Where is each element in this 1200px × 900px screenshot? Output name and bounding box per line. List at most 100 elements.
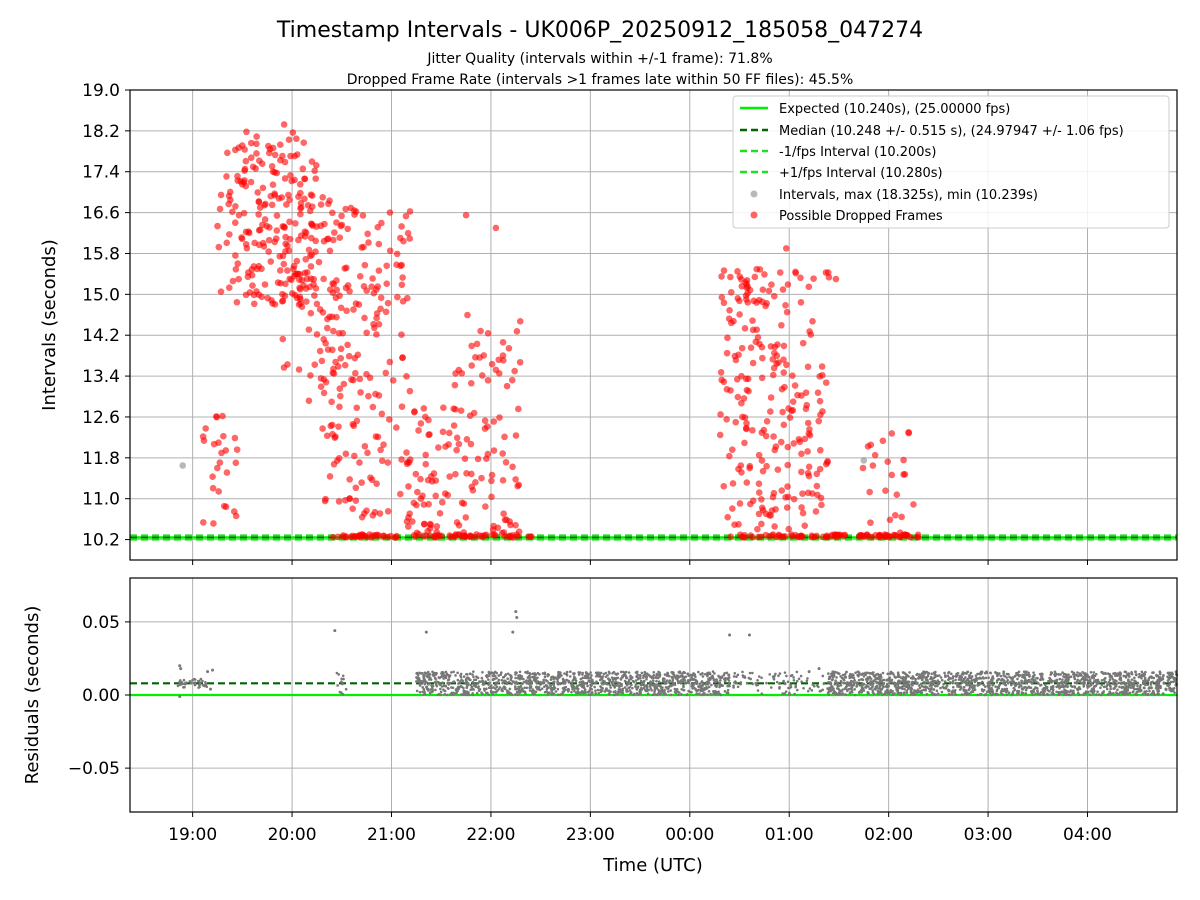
residual-point xyxy=(1090,675,1094,678)
residual-point xyxy=(1089,670,1093,674)
residual-point xyxy=(1082,685,1086,688)
residual-point xyxy=(913,689,916,692)
residual-point xyxy=(603,690,607,693)
dropped-frame-point xyxy=(798,504,805,511)
residual-point xyxy=(990,678,993,682)
dropped-frame-point xyxy=(262,200,269,208)
residual-point xyxy=(342,677,345,681)
residual-point xyxy=(658,675,661,678)
residual-point xyxy=(867,691,870,695)
dropped-frame-point xyxy=(344,225,351,233)
residual-point xyxy=(705,680,709,684)
residual-point xyxy=(701,682,705,686)
dropped-frame-point xyxy=(342,533,350,541)
residual-point xyxy=(853,688,856,691)
dropped-frame-point xyxy=(488,477,495,485)
residual-point xyxy=(1073,681,1077,685)
residual-point xyxy=(906,680,910,684)
residual-outlier-point xyxy=(807,670,811,674)
residual-point xyxy=(182,678,186,682)
dropped-frame-point xyxy=(295,193,302,200)
residual-point xyxy=(790,673,794,677)
residual-point xyxy=(507,680,511,684)
residual-point xyxy=(1105,681,1108,684)
dropped-frame-point xyxy=(515,405,522,413)
residual-point xyxy=(1088,693,1092,696)
residual-point xyxy=(680,687,683,691)
top-y-tick-label: 11.0 xyxy=(82,490,120,510)
residual-point xyxy=(607,689,610,693)
dropped-frame-point xyxy=(455,531,462,538)
dropped-frame-point xyxy=(514,482,521,490)
residual-point xyxy=(1093,689,1096,693)
dropped-frame-point xyxy=(402,212,410,220)
dropped-frame-point xyxy=(913,533,921,541)
residual-point xyxy=(639,679,643,683)
residual-point xyxy=(954,693,958,696)
x-tick-label: 23:00 xyxy=(566,825,615,845)
residual-point xyxy=(855,685,858,688)
residual-point xyxy=(680,674,683,678)
dropped-frame-point xyxy=(734,268,741,275)
residual-point xyxy=(338,690,342,694)
dropped-frame-point xyxy=(762,432,770,440)
residual-point xyxy=(916,688,920,691)
residual-point xyxy=(1106,672,1110,675)
residual-point xyxy=(666,672,669,676)
residual-point xyxy=(593,685,596,689)
residual-point xyxy=(1143,690,1146,693)
residual-point xyxy=(868,675,871,679)
dropped-frame-point xyxy=(769,371,777,379)
dropped-frame-point xyxy=(326,247,334,255)
residual-point xyxy=(882,678,886,682)
dropped-frame-point xyxy=(326,473,334,480)
residual-point xyxy=(1058,686,1061,690)
residual-point xyxy=(830,678,834,682)
residual-point xyxy=(472,683,476,686)
residual-point xyxy=(1133,679,1136,682)
residual-point xyxy=(1051,680,1054,683)
dropped-frame-point xyxy=(295,366,303,373)
residual-point xyxy=(614,680,618,684)
residual-point xyxy=(465,672,468,676)
residual-point xyxy=(1168,688,1172,691)
residual-point xyxy=(579,691,582,695)
residual-point xyxy=(421,690,425,694)
residual-point xyxy=(1134,670,1137,674)
residual-point xyxy=(1152,676,1156,680)
residual-point xyxy=(772,676,776,680)
residual-point xyxy=(594,691,597,695)
dropped-frame-point xyxy=(440,404,447,411)
dropped-frame-point xyxy=(280,260,288,268)
residual-point xyxy=(615,673,618,676)
residual-point xyxy=(1122,681,1126,684)
dropped-frame-point xyxy=(779,408,786,416)
dropped-frame-point xyxy=(785,525,793,533)
residual-point xyxy=(664,682,667,685)
residual-point xyxy=(900,680,903,683)
residual-point xyxy=(478,680,481,684)
residual-point xyxy=(1005,676,1009,679)
dropped-frame-point xyxy=(772,505,779,513)
residual-point xyxy=(587,679,590,683)
dropped-frame-point xyxy=(867,441,875,449)
residual-point xyxy=(460,678,463,682)
dropped-frame-point xyxy=(786,414,794,421)
x-tick-label: 02:00 xyxy=(864,825,913,845)
residual-point xyxy=(848,684,851,687)
residual-point xyxy=(714,692,717,696)
dropped-frame-point xyxy=(348,376,355,383)
dropped-frame-point xyxy=(797,532,805,540)
residual-point xyxy=(1005,689,1009,693)
residual-point xyxy=(617,690,620,694)
dropped-frame-point xyxy=(726,307,733,314)
dropped-frame-point xyxy=(376,510,384,517)
residual-point xyxy=(565,670,569,674)
residual-point xyxy=(429,688,432,691)
residual-point xyxy=(868,671,871,675)
legend-label-dropped: Possible Dropped Frames xyxy=(779,209,943,224)
dropped-frame-point xyxy=(353,417,361,425)
residual-point xyxy=(892,673,895,676)
legend-label-expected: Expected (10.240s), (25.00000 fps) xyxy=(779,102,1010,117)
residual-point xyxy=(946,674,950,678)
